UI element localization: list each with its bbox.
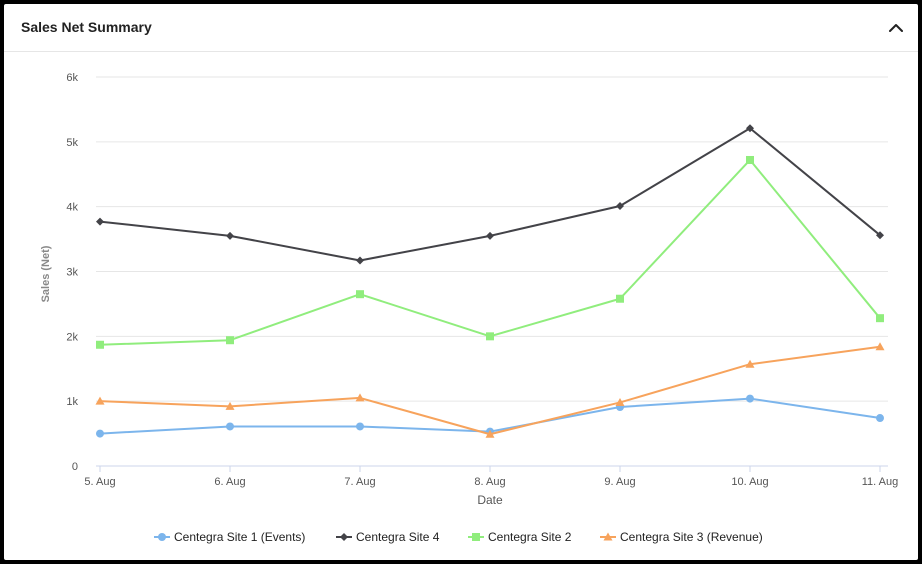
legend-label: Centegra Site 2: [488, 530, 572, 544]
x-tick-label: 8. Aug: [474, 476, 505, 488]
y-tick-label: 4k: [66, 202, 78, 214]
legend-marker: [472, 533, 480, 541]
series-layer: [95, 124, 885, 438]
data-point[interactable]: [746, 394, 754, 403]
x-tick-label: 9. Aug: [604, 476, 635, 488]
legend-label: Centegra Site 1 (Events): [174, 530, 305, 544]
y-tick-label: 0: [72, 461, 78, 473]
legend-label: Centegra Site 3 (Revenue): [620, 530, 763, 544]
data-point[interactable]: [225, 401, 235, 410]
panel-header: Sales Net Summary: [4, 4, 918, 52]
legend-marker: [603, 532, 613, 541]
legend-item[interactable]: Centegra Site 4: [336, 530, 440, 544]
legend-marker: [340, 533, 348, 541]
data-point[interactable]: [96, 217, 104, 226]
data-point[interactable]: [876, 231, 884, 240]
data-point[interactable]: [485, 429, 495, 438]
y-axis-title: Sales (Net): [40, 245, 52, 302]
series-line: [99, 158, 881, 346]
data-point[interactable]: [616, 202, 624, 211]
legend: Centegra Site 1 (Events) Centegra Site 4 C…: [154, 530, 763, 544]
legend-item[interactable]: Centegra Site 2: [468, 530, 572, 544]
data-point[interactable]: [876, 414, 884, 423]
series-4: [95, 342, 885, 438]
x-tick-label: 11. Aug: [862, 476, 899, 488]
data-point[interactable]: [96, 340, 104, 349]
series-2: [96, 124, 884, 265]
x-tick-label: 10. Aug: [731, 476, 768, 488]
x-tick-label: 5. Aug: [84, 476, 115, 488]
data-point[interactable]: [226, 336, 234, 345]
data-point[interactable]: [226, 231, 234, 240]
data-point[interactable]: [745, 359, 755, 368]
data-point[interactable]: [615, 397, 625, 406]
data-point[interactable]: [746, 124, 754, 133]
y-tick-label: 1k: [66, 396, 78, 408]
data-point[interactable]: [746, 155, 754, 164]
x-tick-label: 7. Aug: [344, 476, 375, 488]
data-point[interactable]: [355, 393, 365, 402]
x-axis-title: Date: [477, 493, 503, 507]
data-point[interactable]: [876, 314, 884, 323]
data-point[interactable]: [95, 396, 105, 405]
y-tick-label: 3k: [66, 267, 78, 279]
legend-label: Centegra Site 4: [356, 530, 440, 544]
data-point[interactable]: [96, 429, 104, 438]
data-point[interactable]: [356, 256, 364, 265]
series-line: [99, 345, 881, 436]
y-axis: 0 1k 2k 3k 4k 5k 6k: [66, 72, 78, 473]
legend-item[interactable]: Centegra Site 1 (Events): [154, 530, 305, 544]
data-point[interactable]: [486, 332, 494, 341]
y-tick-label: 6k: [66, 72, 78, 84]
chevron-up-icon[interactable]: [886, 18, 906, 38]
grid-lines: [96, 76, 888, 402]
series-3: [96, 155, 884, 349]
x-axis: 5. Aug 6. Aug 7. Aug 8. Aug 9. Aug 10. Aug 11.…: [84, 465, 899, 488]
data-point[interactable]: [486, 231, 494, 240]
sales-net-line-chart: 0 1k 2k 3k 4k 5k 6k 5. Aug 6. Aug 7. Aug 8. Aug 9.…: [40, 72, 899, 544]
data-point[interactable]: [226, 422, 234, 431]
y-tick-label: 5k: [66, 137, 78, 149]
data-point[interactable]: [356, 422, 364, 431]
legend-item[interactable]: Centegra Site 3 (Revenue): [600, 530, 763, 544]
panel-title: Sales Net Summary: [21, 19, 152, 35]
y-tick-label: 2k: [66, 331, 78, 343]
data-point[interactable]: [616, 294, 624, 303]
x-tick-label: 6. Aug: [214, 476, 245, 488]
data-point[interactable]: [356, 290, 364, 299]
series-line: [99, 127, 881, 262]
data-point[interactable]: [875, 342, 885, 351]
legend-marker: [158, 533, 166, 541]
sales-net-summary-panel: Sales Net Summary 0 1k 2k 3k 4k 5k 6k 5. Aug 6.…: [4, 4, 918, 560]
